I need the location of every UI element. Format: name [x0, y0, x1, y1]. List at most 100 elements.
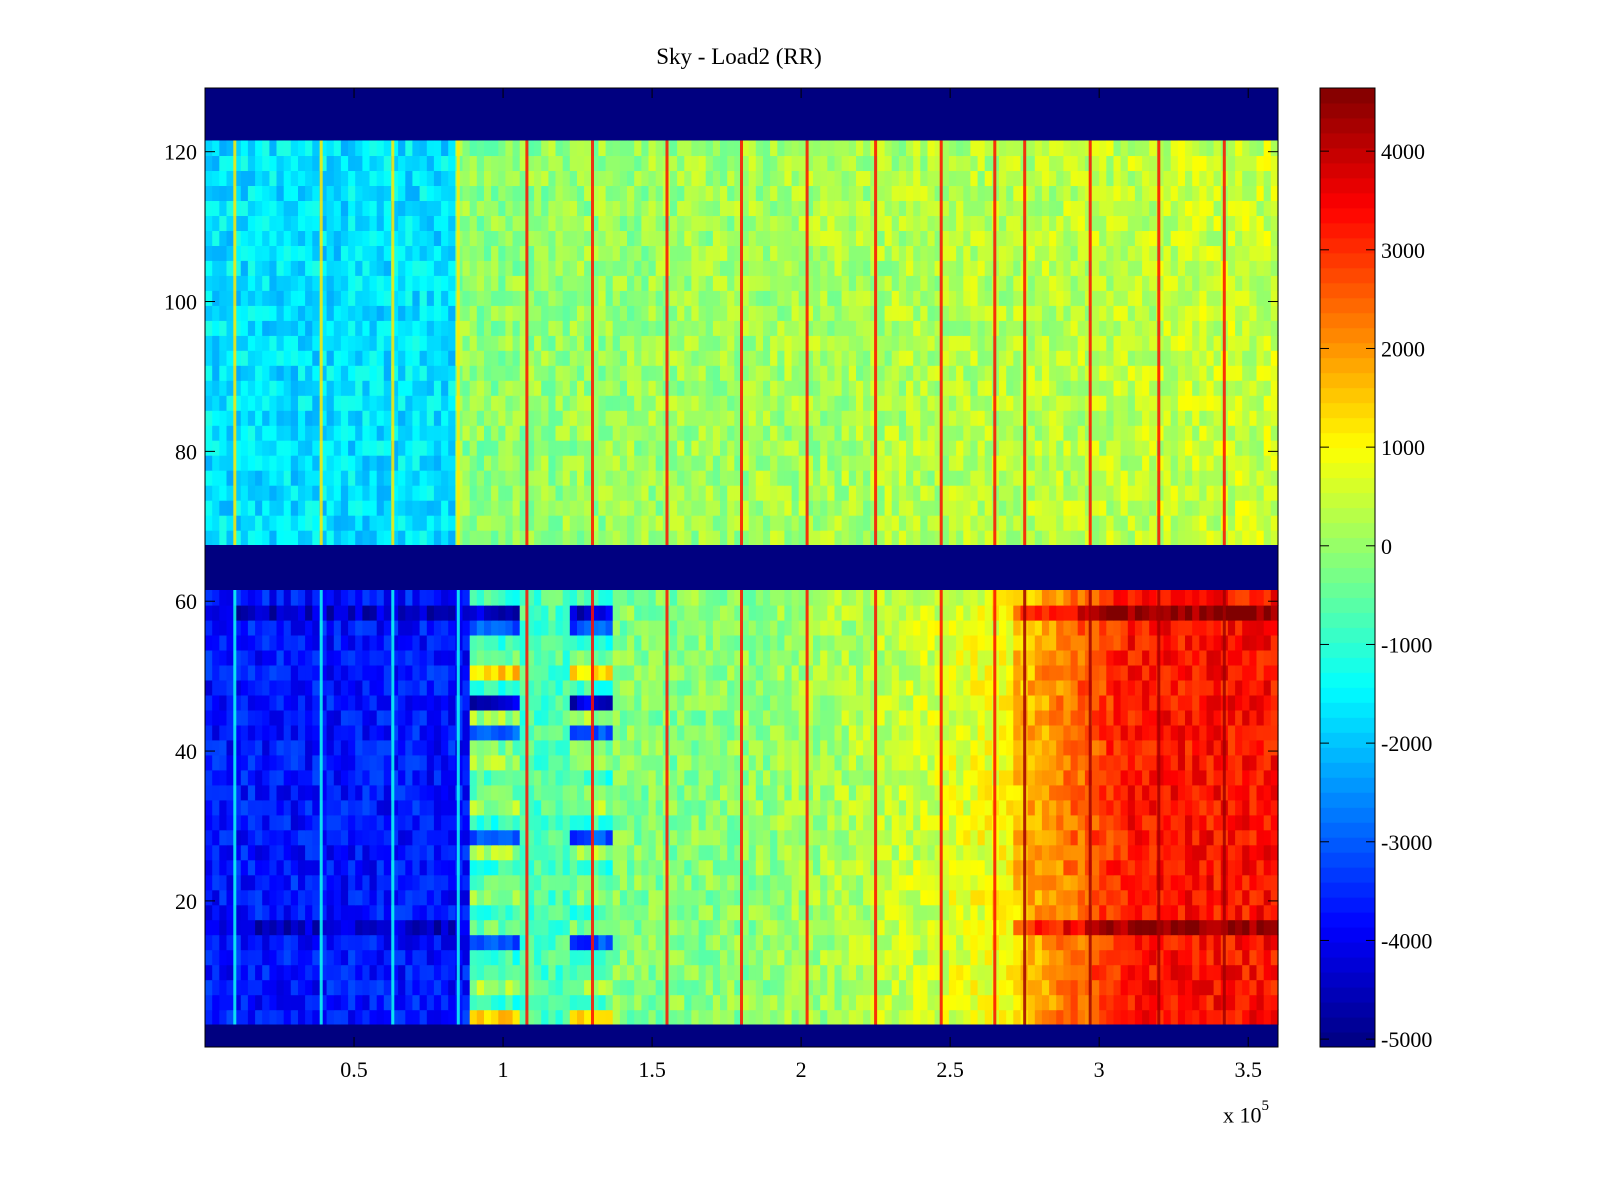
heatmap-cell — [355, 664, 363, 681]
heatmap-cell — [512, 919, 521, 936]
heatmap-cell — [255, 605, 263, 621]
heatmap-cell — [705, 859, 714, 876]
heatmap-cell — [1192, 664, 1200, 681]
heatmap-cell — [1056, 979, 1064, 996]
heatmap-cell — [763, 769, 771, 786]
heatmap-cell — [462, 889, 471, 906]
heatmap-cell — [305, 530, 313, 546]
heatmap-cell — [233, 904, 242, 921]
heatmap-cell — [619, 679, 628, 696]
heatmap-cell — [741, 590, 750, 606]
heatmap-cell — [262, 844, 270, 861]
heatmap-cell — [484, 724, 492, 741]
heatmap-cell — [1077, 1009, 1086, 1026]
heatmap-cell — [977, 814, 986, 831]
heatmap-cell — [1199, 515, 1208, 531]
heatmap-cell — [1006, 904, 1014, 921]
heatmap-cell — [956, 515, 964, 531]
heatmap-cell — [827, 634, 836, 651]
heatmap-cell — [476, 485, 485, 501]
heatmap-cell — [813, 530, 821, 546]
heatmap-cell — [1134, 724, 1143, 741]
heatmap-cell — [1170, 605, 1179, 621]
heatmap-cell — [562, 634, 571, 651]
heatmap-cell — [1070, 605, 1079, 621]
heatmap-cell — [491, 829, 499, 846]
heatmap-cell — [212, 500, 220, 516]
heatmap-cell — [641, 1009, 650, 1026]
heatmap-cell — [1034, 590, 1043, 606]
heatmap-cell — [362, 515, 371, 531]
heatmap-cell — [705, 485, 714, 501]
heatmap-cell — [727, 754, 735, 771]
heatmap-cell — [1142, 530, 1150, 546]
heatmap-cell — [856, 694, 864, 711]
heatmap-cell — [641, 590, 650, 606]
heatmap-cell — [391, 754, 399, 771]
heatmap-cell — [941, 724, 950, 741]
heatmap-cell — [433, 889, 442, 906]
heatmap-cell — [691, 919, 700, 936]
heatmap-cell — [1013, 664, 1022, 681]
heatmap-cell — [469, 619, 478, 636]
heatmap-cell — [398, 679, 406, 696]
heatmap-cell — [233, 814, 242, 831]
heatmap-cell — [712, 979, 721, 996]
heatmap-cell — [534, 709, 542, 726]
heatmap-cell — [805, 889, 814, 906]
heatmap-cell — [641, 500, 650, 516]
heatmap-cell — [1227, 889, 1236, 906]
heatmap-cell — [555, 664, 564, 681]
heatmap-cell — [290, 949, 299, 966]
heatmap-cell — [441, 694, 449, 711]
heatmap-cell — [984, 634, 993, 651]
heatmap-cell — [677, 844, 685, 861]
heatmap-cell — [1249, 904, 1258, 921]
heatmap-cell — [634, 530, 642, 546]
heatmap-cell — [398, 694, 406, 711]
heatmap-cell — [305, 829, 313, 846]
heatmap-cell — [841, 590, 850, 606]
heatmap-cell — [205, 634, 213, 651]
heatmap-cell — [841, 979, 850, 996]
heatmap-cell — [913, 889, 921, 906]
heatmap-cell — [1242, 1009, 1250, 1026]
heatmap-cell — [205, 979, 213, 996]
heatmap-cell — [627, 799, 635, 816]
heatmap-cell — [448, 664, 456, 681]
heatmap-cell — [1163, 754, 1172, 771]
heatmap-cell — [555, 590, 564, 606]
heatmap-cell — [1134, 1009, 1143, 1026]
heatmap-cell — [841, 724, 850, 741]
heatmap-cell — [312, 679, 321, 696]
heatmap-cell — [791, 530, 800, 546]
heatmap-cell — [741, 994, 750, 1011]
heatmap-cell — [612, 590, 621, 606]
heatmap-cell — [476, 515, 485, 531]
heatmap-cell — [841, 500, 850, 516]
heatmap-cell — [906, 634, 914, 651]
heatmap-cell — [426, 694, 435, 711]
heatmap-cell — [1134, 590, 1143, 606]
heatmap-cell — [741, 784, 750, 801]
heatmap-cell — [1270, 530, 1279, 546]
heatmap-cell — [820, 844, 828, 861]
heatmap-cell — [398, 814, 406, 831]
heatmap-cell — [519, 664, 528, 681]
heatmap-cell — [813, 634, 821, 651]
heatmap-cell — [512, 1009, 521, 1026]
heatmap-cell — [1063, 754, 1072, 771]
heatmap-cell — [705, 619, 714, 636]
heatmap-cell — [555, 679, 564, 696]
heatmap-cell — [1013, 829, 1022, 846]
heatmap-cell — [741, 904, 750, 921]
heatmap-cell — [684, 769, 693, 786]
heatmap-cell — [963, 919, 972, 936]
heatmap-cell — [541, 515, 549, 531]
heatmap-cell — [777, 964, 786, 981]
heatmap-cell — [1070, 859, 1079, 876]
heatmap-cell — [219, 649, 228, 666]
heatmap-cell — [805, 619, 814, 636]
heatmap-cell — [240, 664, 249, 681]
heatmap-cell — [1256, 874, 1265, 891]
